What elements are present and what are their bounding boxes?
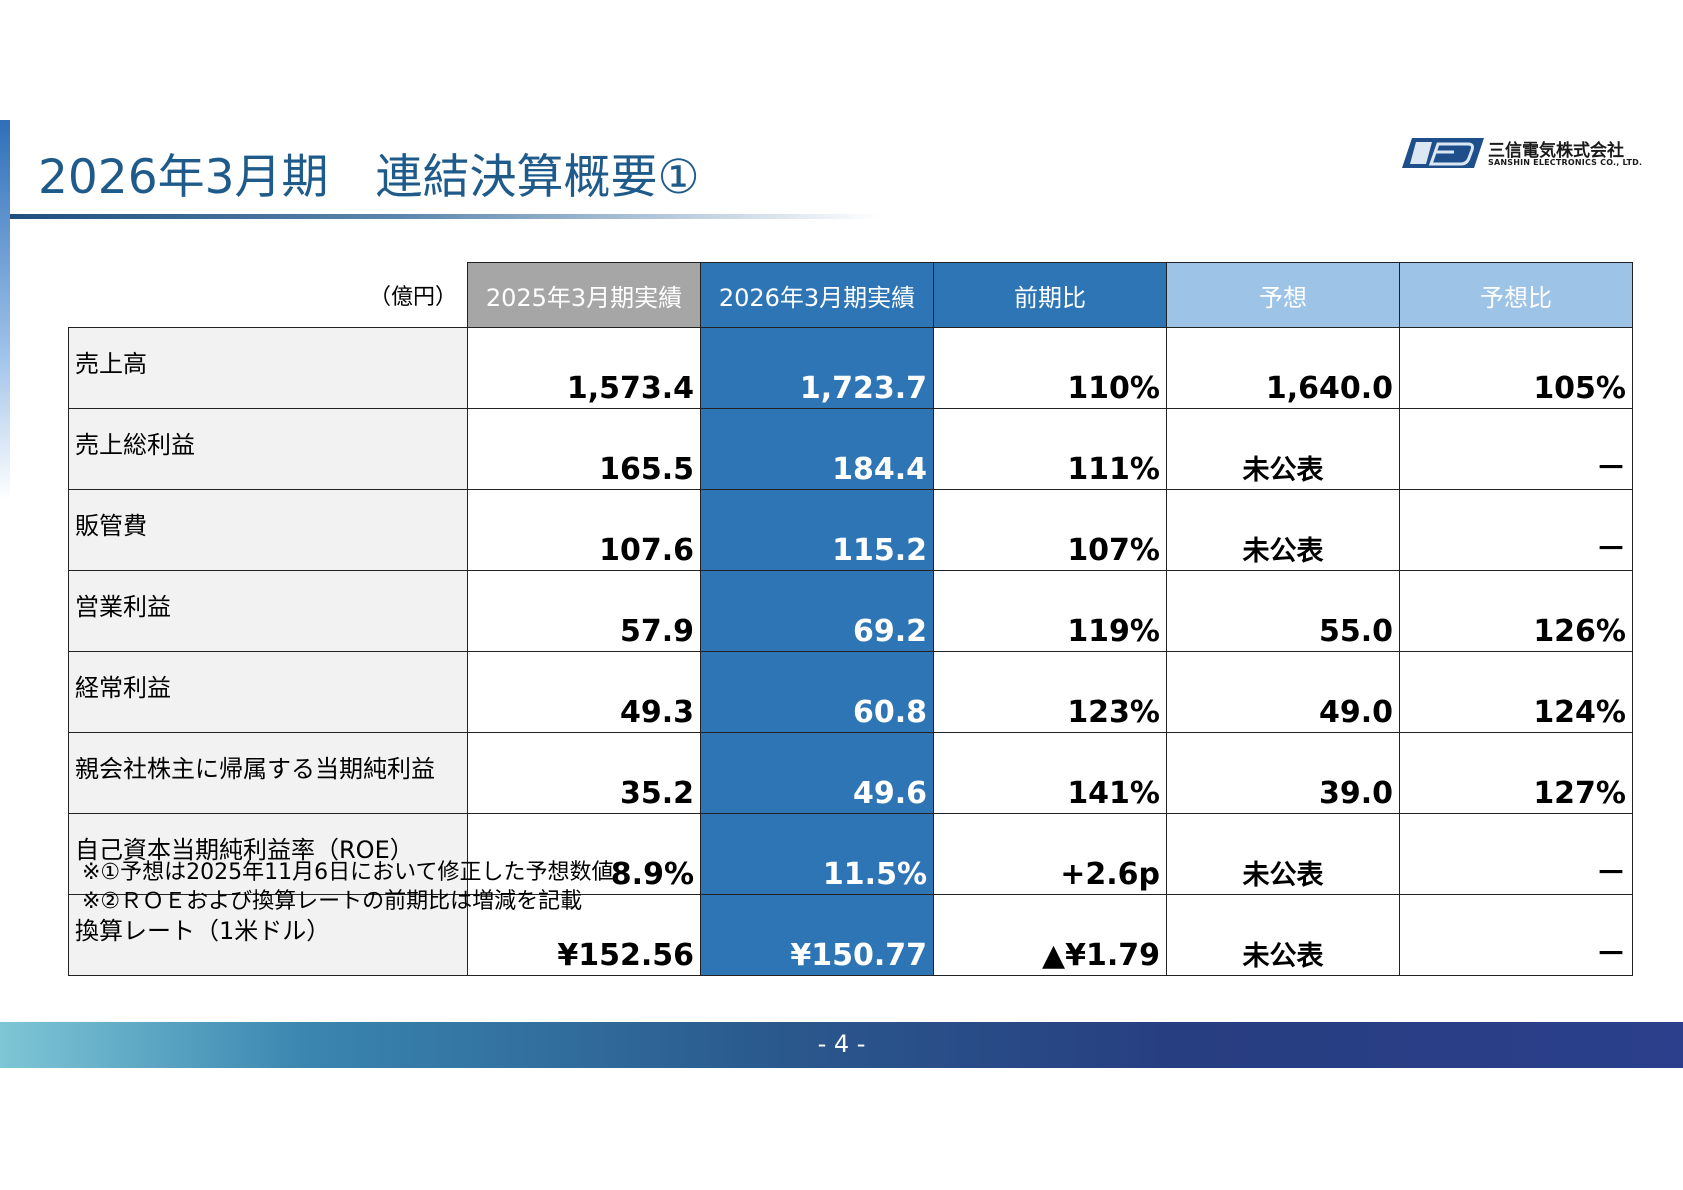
yoy-value: 111% xyxy=(933,408,1167,490)
title-underline xyxy=(10,214,880,219)
curr-value: 184.4 xyxy=(700,408,934,490)
forecast-value: 未公表 xyxy=(1166,813,1400,895)
footnote-2: ※②ＲＯＥおよび換算レートの前期比は増減を記載 xyxy=(82,889,583,914)
prev-value: 35.2 xyxy=(467,732,701,814)
header-prev-actual: 2025年3月期実績 xyxy=(467,262,701,328)
page-number: - 4 - xyxy=(817,1030,866,1058)
yoy-value: 107% xyxy=(933,489,1167,571)
financial-summary-table: （億円） 2025年3月期実績 2026年3月期実績 前期比 予想 予想比 売上… xyxy=(68,262,1633,976)
yoy-value: 119% xyxy=(933,570,1167,652)
curr-value: 69.2 xyxy=(700,570,934,652)
row-label: 営業利益 xyxy=(68,570,468,652)
table-row: 売上高 1,573.4 1,723.7 110% 1,640.0 105% xyxy=(68,327,1633,409)
forecast-value: 未公表 xyxy=(1166,489,1400,571)
curr-value: 115.2 xyxy=(700,489,934,571)
yoy-value: ▲¥1.79 xyxy=(933,894,1167,976)
table-row: 販管費 107.6 115.2 107% 未公表 － xyxy=(68,489,1633,571)
forecast-value: 55.0 xyxy=(1166,570,1400,652)
curr-value: 11.5% xyxy=(700,813,934,895)
table-row: 経常利益 49.3 60.8 123% 49.0 124% xyxy=(68,651,1633,733)
forecast-value: 未公表 xyxy=(1166,408,1400,490)
vs-forecast-value: － xyxy=(1399,894,1633,976)
forecast-value: 1,640.0 xyxy=(1166,327,1400,409)
yoy-value: 141% xyxy=(933,732,1167,814)
table-header-row: （億円） 2025年3月期実績 2026年3月期実績 前期比 予想 予想比 xyxy=(68,262,1633,328)
yoy-value: 110% xyxy=(933,327,1167,409)
prev-value: 49.3 xyxy=(467,651,701,733)
prev-value: ¥152.56 xyxy=(467,894,701,976)
unit-label: （億円） xyxy=(68,262,468,328)
prev-value: 165.5 xyxy=(467,408,701,490)
header-vs-forecast: 予想比 xyxy=(1399,262,1633,328)
footnotes: ※①予想は2025年11月6日において修正した予想数値 ※②ＲＯＥおよび換算レー… xyxy=(82,858,613,916)
curr-value: ¥150.77 xyxy=(700,894,934,976)
forecast-value: 49.0 xyxy=(1166,651,1400,733)
row-label: 販管費 xyxy=(68,489,468,571)
row-label: 売上総利益 xyxy=(68,408,468,490)
curr-value: 1,723.7 xyxy=(700,327,934,409)
forecast-value: 39.0 xyxy=(1166,732,1400,814)
row-label: 親会社株主に帰属する当期純利益 xyxy=(68,732,468,814)
vs-forecast-value: － xyxy=(1399,813,1633,895)
yoy-value: 123% xyxy=(933,651,1167,733)
table-row: 自己資本当期純利益率（ROE） 8.9% 11.5% +2.6p 未公表 － xyxy=(68,813,1633,895)
vs-forecast-value: － xyxy=(1399,489,1633,571)
prev-value: 57.9 xyxy=(467,570,701,652)
vs-forecast-value: － xyxy=(1399,408,1633,490)
left-accent-bar xyxy=(0,120,10,500)
logo-english-name: SANSHIN ELECTRONICS CO., LTD. xyxy=(1488,158,1643,167)
header-curr-actual: 2026年3月期実績 xyxy=(700,262,934,328)
page-title: 2026年3月期 連結決算概要① xyxy=(38,150,700,205)
table-row: 換算レート（1米ドル） ¥152.56 ¥150.77 ▲¥1.79 未公表 － xyxy=(68,894,1633,976)
vs-forecast-value: 124% xyxy=(1399,651,1633,733)
prev-value: 1,573.4 xyxy=(467,327,701,409)
row-label: 売上高 xyxy=(68,327,468,409)
row-label: 経常利益 xyxy=(68,651,468,733)
footer-band: - 4 - xyxy=(0,1022,1683,1068)
table-row: 売上総利益 165.5 184.4 111% 未公表 － xyxy=(68,408,1633,490)
row-label: 換算レート（1米ドル） xyxy=(68,894,468,976)
curr-value: 60.8 xyxy=(700,651,934,733)
forecast-value: 未公表 xyxy=(1166,894,1400,976)
vs-forecast-value: 127% xyxy=(1399,732,1633,814)
prev-value: 107.6 xyxy=(467,489,701,571)
company-logo: 三信電気株式会社 SANSHIN ELECTRONICS CO., LTD. xyxy=(1402,136,1642,172)
logo-japanese-name: 三信電気株式会社 xyxy=(1488,141,1624,161)
header-forecast: 予想 xyxy=(1166,262,1400,328)
yoy-value: +2.6p xyxy=(933,813,1167,895)
vs-forecast-value: 126% xyxy=(1399,570,1633,652)
row-label: 自己資本当期純利益率（ROE） xyxy=(68,813,468,895)
vs-forecast-value: 105% xyxy=(1399,327,1633,409)
sanshin-logo-icon xyxy=(1402,138,1484,168)
table-row: 親会社株主に帰属する当期純利益 35.2 49.6 141% 39.0 127% xyxy=(68,732,1633,814)
table-row: 営業利益 57.9 69.2 119% 55.0 126% xyxy=(68,570,1633,652)
curr-value: 49.6 xyxy=(700,732,934,814)
header-yoy: 前期比 xyxy=(933,262,1167,328)
footnote-1: ※①予想は2025年11月6日において修正した予想数値 xyxy=(82,860,614,885)
